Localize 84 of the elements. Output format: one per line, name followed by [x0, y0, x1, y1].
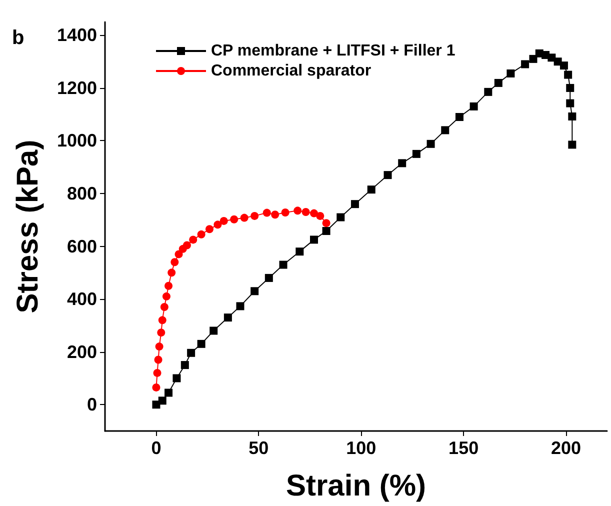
legend-label: CP membrane + LITFSI + Filler 1	[211, 42, 456, 60]
point	[271, 210, 280, 219]
legend-label: Commercial sparator	[211, 62, 372, 80]
text: b	[12, 27, 24, 49]
point	[230, 215, 238, 224]
point	[206, 225, 214, 234]
point	[160, 302, 168, 311]
point	[296, 248, 304, 256]
point	[224, 314, 232, 322]
point	[322, 219, 330, 228]
y-tick-label: 0	[86, 394, 97, 415]
point	[398, 159, 406, 168]
point	[568, 112, 576, 120]
point	[506, 69, 515, 78]
y-tick-label: 400	[66, 289, 97, 310]
point	[180, 361, 189, 370]
point	[157, 328, 166, 337]
point	[336, 213, 345, 222]
point	[262, 208, 271, 217]
point	[412, 150, 420, 158]
point	[197, 230, 206, 238]
point	[441, 126, 450, 134]
point	[153, 368, 162, 377]
point	[250, 212, 259, 220]
y-tick-label: 200	[66, 342, 97, 362]
y-tick-label: 800	[66, 184, 97, 204]
point	[426, 140, 435, 148]
point	[189, 236, 198, 244]
y-tick-label: 600	[66, 236, 97, 256]
point	[529, 54, 538, 63]
point	[568, 140, 576, 149]
x-tick-label: 100	[346, 438, 376, 458]
x-tick-label: 200	[550, 438, 582, 458]
point	[470, 102, 478, 110]
point	[322, 226, 330, 235]
x-tick-label: 0	[151, 438, 162, 458]
point	[168, 268, 176, 277]
point	[384, 171, 392, 180]
point	[484, 88, 492, 96]
point	[455, 112, 464, 121]
point	[152, 383, 160, 392]
point	[155, 342, 164, 351]
point	[197, 340, 206, 348]
point	[279, 260, 288, 269]
point	[521, 60, 530, 68]
point	[170, 258, 179, 266]
point	[310, 236, 318, 244]
point	[281, 208, 290, 217]
point	[164, 388, 173, 397]
point	[152, 400, 160, 409]
point	[210, 326, 218, 335]
y-tick-label: 1000	[56, 130, 97, 151]
point	[310, 209, 318, 218]
point	[350, 200, 359, 208]
point	[182, 241, 191, 250]
point	[294, 206, 302, 215]
point	[236, 302, 244, 310]
point	[187, 348, 196, 357]
point	[566, 84, 574, 92]
point	[220, 216, 228, 225]
point	[250, 287, 259, 296]
point	[162, 292, 170, 300]
point	[154, 356, 162, 364]
point	[164, 282, 173, 290]
point	[548, 54, 556, 62]
y-axis-title: Stress (kPa)	[12, 140, 44, 314]
point	[264, 274, 273, 282]
point	[560, 62, 568, 70]
point	[302, 208, 310, 216]
point	[494, 78, 502, 87]
y-tick-label: 1200	[56, 78, 97, 98]
point	[240, 214, 248, 222]
point	[367, 186, 376, 194]
point	[566, 99, 574, 108]
point	[316, 212, 324, 220]
point	[158, 396, 166, 405]
point	[564, 70, 572, 79]
x-tick-label: 50	[248, 438, 269, 458]
x-axis-title: Strain (%)	[286, 470, 426, 502]
y-tick-label: 1400	[56, 25, 97, 46]
point	[158, 316, 166, 324]
point	[214, 220, 222, 229]
x-tick-label: 150	[448, 438, 479, 458]
point	[172, 374, 181, 382]
